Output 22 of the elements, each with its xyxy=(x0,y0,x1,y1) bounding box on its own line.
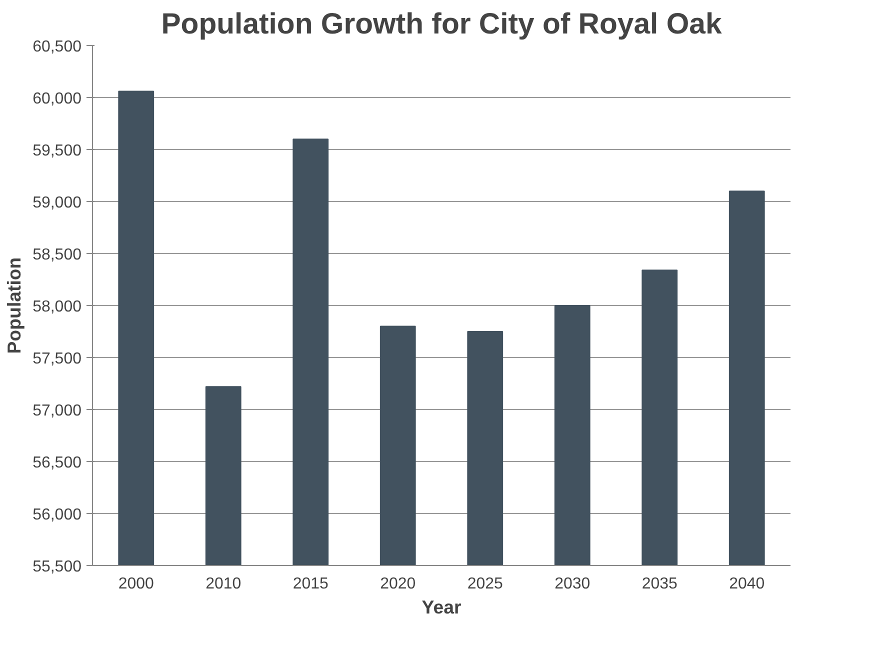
y-tick-label: 58,000 xyxy=(32,298,82,316)
x-tick-label: 2015 xyxy=(292,576,329,592)
x-tick-label: 2010 xyxy=(206,576,242,592)
x-axis-title: Year xyxy=(422,596,462,618)
x-tick-label: 2025 xyxy=(467,576,504,592)
y-tick-label: 56,000 xyxy=(32,506,82,524)
x-tick-label: 2035 xyxy=(642,576,678,592)
x-tick-label: 2030 xyxy=(554,576,590,592)
y-axis-title: Population xyxy=(4,257,25,354)
x-tick-label: 2000 xyxy=(118,576,154,592)
y-tick-label: 60,000 xyxy=(32,90,82,108)
x-tick-label: 2040 xyxy=(729,576,765,592)
y-tick-label: 57,500 xyxy=(32,350,82,368)
y-tick-label: 58,500 xyxy=(32,246,82,264)
y-tick-label: 55,500 xyxy=(32,558,82,576)
y-tick-label: 60,500 xyxy=(32,38,82,56)
y-tick-label: 59,000 xyxy=(32,194,82,212)
y-tick-label: 59,500 xyxy=(32,142,82,160)
chart-title: Population Growth for City of Royal Oak xyxy=(161,8,722,40)
y-tick-label: 56,500 xyxy=(32,454,82,472)
y-tick-label: 57,000 xyxy=(32,402,82,420)
x-tick-label: 2020 xyxy=(380,576,416,592)
